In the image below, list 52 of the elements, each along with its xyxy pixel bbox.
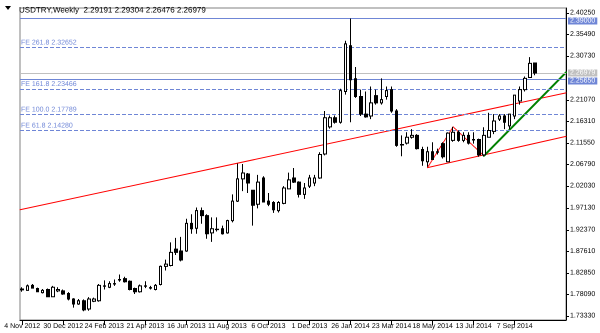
candlestick [462, 132, 465, 143]
candlestick [190, 214, 193, 234]
candlestick [431, 142, 434, 160]
candlestick [472, 132, 475, 144]
candlestick [159, 264, 162, 286]
candlestick [498, 114, 501, 122]
candlestick [380, 78, 383, 106]
candlestick [457, 130, 460, 142]
candlestick [354, 66, 357, 98]
candlestick [20, 286, 24, 292]
candlestick [113, 279, 116, 286]
candlestick [185, 218, 188, 252]
candlestick [72, 298, 75, 308]
candlestick [118, 274, 121, 282]
candlestick [400, 134, 404, 157]
candlestick [339, 88, 342, 124]
candlestick [154, 284, 157, 291]
candlestick [67, 292, 70, 301]
candlestick [221, 225, 224, 236]
candlestick [436, 148, 439, 155]
candlestick [503, 114, 506, 130]
candlestick [195, 206, 198, 234]
candlestick [267, 192, 270, 207]
candlestick [144, 280, 147, 289]
candlestick [277, 200, 280, 213]
candlestick [513, 94, 516, 120]
candlestick [236, 163, 239, 203]
candlestick [308, 174, 311, 188]
candlestick [103, 280, 106, 290]
candlestick [390, 86, 393, 114]
candlestick [77, 298, 80, 306]
candlestick [467, 132, 470, 145]
candlestick [231, 194, 234, 223]
candlestick [108, 280, 111, 289]
candlestick [226, 219, 229, 234]
candlestick [385, 86, 388, 100]
candlestick [303, 182, 306, 200]
candlestick [421, 146, 424, 166]
candlestick [31, 284, 34, 290]
candlestick [344, 40, 347, 96]
chart-title: USDTRY,Weekly 2.29191 2.29304 2.26476 2.26979 [19, 6, 206, 14]
candlestick [26, 284, 29, 292]
candlestick [426, 146, 429, 168]
candlestick [36, 287, 39, 293]
candlestick [149, 285, 152, 290]
candlestick [349, 18, 352, 123]
candlestick [508, 113, 511, 130]
candlestick [313, 174, 316, 187]
candlestick [41, 288, 44, 294]
candlestick [272, 200, 275, 214]
candlestick [395, 108, 398, 148]
candlestick [262, 176, 265, 203]
